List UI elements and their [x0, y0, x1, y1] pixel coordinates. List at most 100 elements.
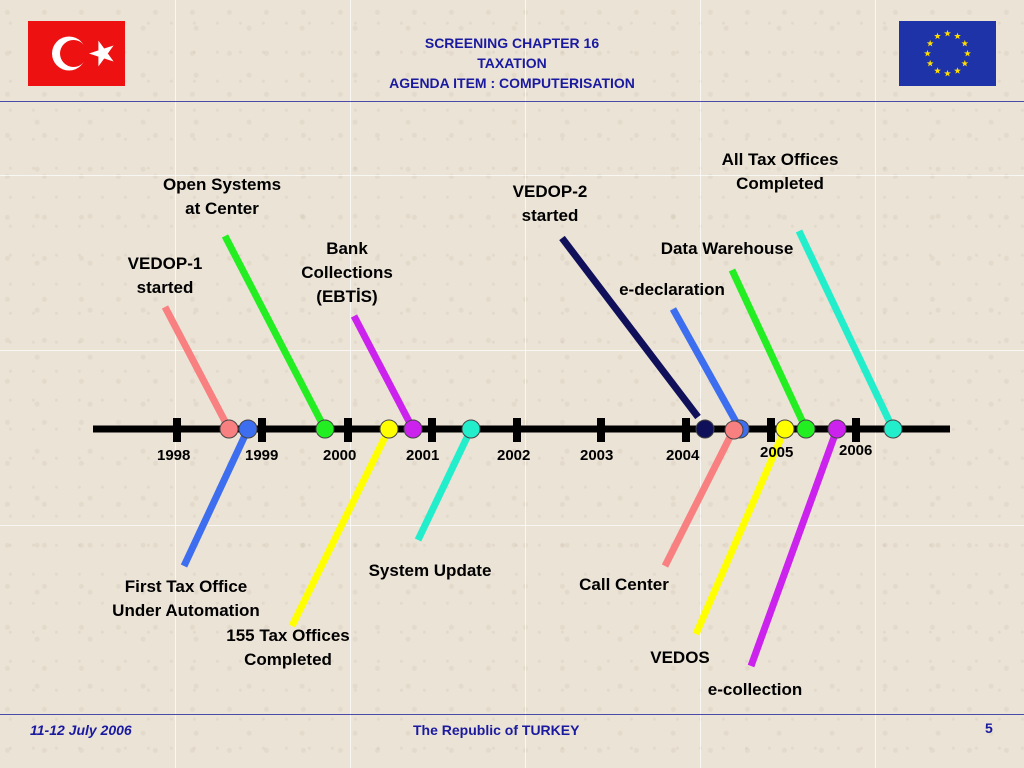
label-line: (EBTİS): [316, 287, 378, 306]
year-label: 2003: [580, 447, 614, 464]
year-label: 2000: [323, 447, 357, 464]
year-tick: [682, 418, 690, 442]
title-line: SCREENING CHAPTER 16: [424, 35, 600, 51]
label-line: System Update: [368, 561, 492, 580]
connector-e-collection: [747, 427, 841, 668]
marker-data-warehouse: [796, 419, 816, 439]
eu-star-icon: [934, 32, 941, 40]
label-line: Open Systems: [162, 175, 282, 194]
event-label-first-tax-office: First Tax Office Under Automation: [96, 575, 276, 623]
year-label: 2002: [497, 447, 531, 464]
label-line: VEDOS: [650, 648, 710, 667]
year-tick: [852, 418, 860, 442]
year-label: 2004: [666, 447, 700, 464]
marker-bank-collections: [403, 419, 423, 439]
event-label-e-collection: e-collection: [690, 678, 820, 702]
year-label: 1998: [157, 447, 191, 464]
label-line: Data Warehouse: [660, 239, 794, 258]
event-label-bank-collections: Bank Collections (EBTİS): [282, 237, 412, 309]
eu-star-icon: [944, 69, 951, 77]
eu-star-icon: [964, 49, 971, 57]
eu-flag-icon: [899, 21, 996, 86]
year-tick: [258, 418, 266, 442]
label-line: Under Automation: [112, 601, 260, 620]
year-label: 1999: [245, 447, 279, 464]
year-label: 2001: [406, 447, 440, 464]
grid-line: [175, 0, 176, 768]
eu-star-icon: [954, 67, 961, 74]
marker-e-collection: [827, 419, 847, 439]
label-line: Bank: [326, 239, 368, 258]
title-line: AGENDA ITEM : COMPUTERISATION: [389, 75, 635, 91]
year-label: 2005: [760, 444, 794, 461]
event-label-call-center: Call Center: [560, 573, 688, 597]
connector-bank-collections: [350, 314, 417, 431]
event-label-vedop1: VEDOP-1 started: [100, 252, 230, 300]
year-tick: [428, 418, 436, 442]
label-line: Collections: [301, 263, 393, 282]
grid-line: [525, 0, 526, 768]
connector-all-tax-offices: [795, 229, 897, 431]
grid-line: [0, 350, 1024, 351]
connector-open-systems: [221, 234, 329, 431]
connector-e-declaration: [669, 307, 744, 431]
grid-line: [350, 0, 351, 768]
connector-155-tax-offices: [288, 427, 393, 628]
grid-line: [0, 175, 1024, 176]
label-line: All Tax Offices: [721, 150, 839, 169]
event-label-vedop2: VEDOP-2 started: [490, 180, 610, 228]
title-line: TAXATION: [477, 55, 547, 71]
year-tick: [597, 418, 605, 442]
label-line: e-collection: [707, 680, 803, 699]
event-label-vedos: VEDOS: [640, 646, 720, 670]
label-line: e-declaration: [619, 280, 725, 299]
connector-call-center: [661, 427, 738, 568]
year-tick: [344, 418, 352, 442]
footer-date: 11-12 July 2006: [30, 722, 132, 738]
turkey-flag-icon: [28, 21, 125, 86]
connector-data-warehouse: [728, 268, 810, 431]
page-title: SCREENING CHAPTER 16 TAXATION AGENDA ITE…: [262, 33, 762, 93]
marker-all-tax-offices: [883, 419, 903, 439]
footer-country: The Republic of TURKEY: [413, 722, 580, 738]
label-line: VEDOP-1: [127, 254, 203, 273]
eu-star-icon: [934, 67, 941, 74]
marker-vedop1: [219, 419, 239, 439]
label-line: VEDOP-2: [512, 182, 588, 201]
event-label-155-tax-offices: 155 Tax Offices Completed: [208, 624, 368, 672]
label-line: Call Center: [579, 575, 669, 594]
eu-star-icon: [926, 59, 934, 67]
event-label-system-update: System Update: [350, 559, 510, 583]
grid-line: [0, 525, 1024, 526]
grid-line: [700, 0, 701, 768]
marker-first-tax-office: [238, 419, 258, 439]
label-line: at Center: [185, 199, 259, 218]
event-label-data-warehouse: Data Warehouse: [642, 237, 812, 261]
event-label-e-declaration: e-declaration: [602, 278, 742, 302]
label-line: started: [521, 206, 579, 225]
label-line: Completed: [736, 174, 824, 193]
connector-vedop1: [161, 305, 233, 431]
year-tick: [173, 418, 181, 442]
eu-star-icon: [961, 39, 969, 47]
event-label-open-systems: Open Systems at Center: [137, 173, 307, 221]
year-tick: [513, 418, 521, 442]
year-label: 2006: [839, 442, 873, 459]
marker-155-tax-offices: [379, 419, 399, 439]
marker-call-center: [724, 420, 744, 440]
eu-star-icon: [954, 32, 961, 40]
label-line: Completed: [244, 650, 332, 669]
footer-divider: [0, 714, 1024, 715]
year-tick: [767, 418, 775, 442]
connector-first-tax-office: [180, 427, 252, 568]
connector-vedos: [692, 427, 789, 636]
connector-system-update: [414, 427, 475, 542]
connector-vedop2: [559, 235, 701, 420]
marker-open-systems: [315, 419, 335, 439]
eu-star-icon: [944, 29, 951, 37]
eu-star-icon: [924, 49, 931, 57]
label-line: started: [136, 278, 194, 297]
page-number: 5: [985, 720, 993, 736]
eu-star-icon: [926, 39, 934, 47]
